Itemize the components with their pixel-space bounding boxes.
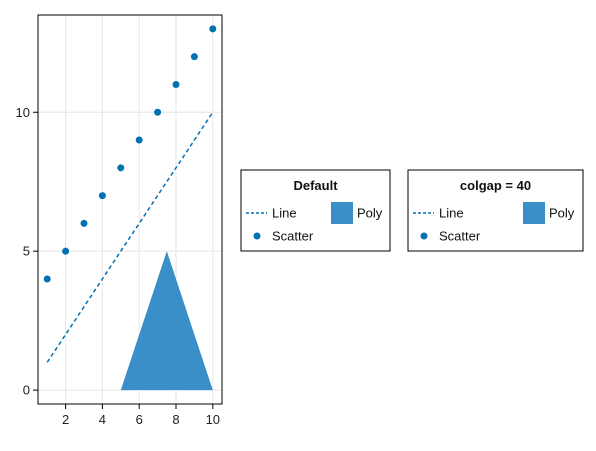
scatter-point: [98, 192, 106, 200]
y-tick-label: 10: [16, 105, 30, 120]
legend-poly-marker: [331, 202, 353, 224]
x-tick-label: 8: [172, 412, 179, 427]
scatter-point: [190, 53, 198, 61]
legends: Default Line Poly Scatter colgap = 40 Line Pol…: [240, 169, 584, 252]
scatter-point: [154, 108, 162, 116]
x-tick-label: 2: [62, 412, 69, 427]
y-tick-label: 5: [23, 244, 30, 259]
line-series: [46, 111, 214, 363]
plot-series: [43, 25, 217, 391]
legend-frame: [240, 169, 391, 252]
legend-frame: [407, 169, 584, 252]
scatter-point: [117, 164, 125, 172]
legend-label: Scatter: [272, 229, 314, 244]
scatter-point: [62, 247, 70, 255]
x-tick-label: 6: [136, 412, 143, 427]
legend-label: Line: [272, 206, 297, 221]
scatter-point: [43, 275, 51, 283]
legend-scatter-marker: [253, 232, 261, 240]
poly-mark: [120, 251, 213, 391]
legend-poly-marker: [523, 202, 545, 224]
axis-ticks: 2 4 6 8 10 0 5 10: [16, 105, 221, 427]
legend-label: Line: [439, 206, 464, 221]
legend-title: Default: [293, 178, 338, 193]
scatter-point: [209, 25, 217, 33]
x-tick-label: 4: [99, 412, 106, 427]
scatter-point: [80, 219, 88, 227]
legend-box: colgap = 40 Line Poly Scatter: [407, 169, 584, 252]
legend-box: Default Line Poly Scatter: [240, 169, 391, 252]
legend-label: Poly: [357, 206, 383, 221]
legend-title: colgap = 40: [460, 178, 531, 193]
scatter-point: [135, 136, 143, 144]
y-tick-label: 0: [23, 383, 30, 398]
scatter-point: [172, 80, 180, 88]
legend-label: Poly: [549, 206, 575, 221]
grid: [38, 15, 222, 404]
x-tick-label: 10: [206, 412, 220, 427]
legend-scatter-marker: [420, 232, 428, 240]
legend-label: Scatter: [439, 229, 481, 244]
axes-frame: [37, 14, 223, 405]
